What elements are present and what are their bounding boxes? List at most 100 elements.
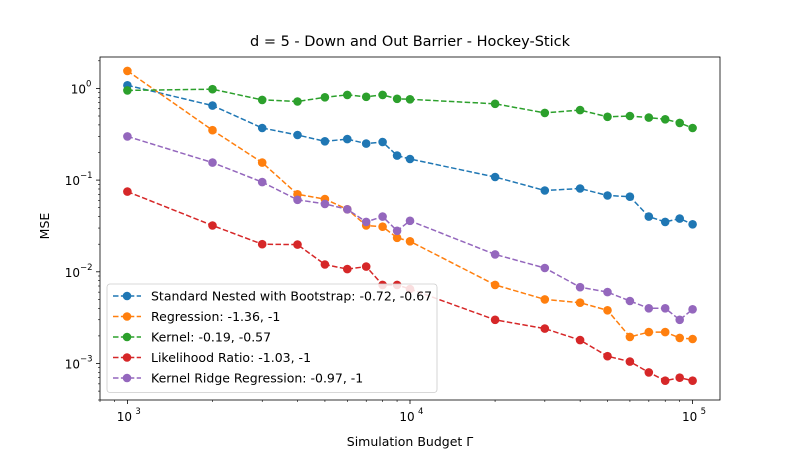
x-tick-exponent: 4 bbox=[418, 407, 423, 417]
data-point bbox=[660, 304, 670, 313]
y-tick-label: 10 bbox=[65, 266, 80, 280]
data-point bbox=[208, 125, 217, 135]
series-2 bbox=[123, 66, 697, 344]
data-point bbox=[378, 137, 387, 147]
series-3 bbox=[123, 84, 697, 133]
data-point bbox=[208, 158, 217, 167]
y-axis-label: MSE bbox=[37, 213, 52, 240]
data-point bbox=[361, 217, 371, 227]
data-point bbox=[625, 192, 635, 201]
legend-marker bbox=[122, 291, 132, 301]
data-point bbox=[675, 333, 684, 343]
data-point bbox=[540, 324, 550, 333]
data-point bbox=[575, 335, 585, 345]
y-tick-label: 10 bbox=[71, 82, 86, 96]
data-point bbox=[257, 123, 267, 133]
data-point bbox=[405, 95, 415, 104]
data-point bbox=[293, 195, 302, 205]
data-point bbox=[540, 108, 550, 118]
data-point bbox=[688, 123, 697, 133]
data-point bbox=[378, 90, 387, 100]
data-point bbox=[625, 296, 635, 306]
data-point bbox=[378, 212, 387, 221]
data-point bbox=[644, 113, 654, 122]
data-point bbox=[293, 97, 302, 106]
data-point bbox=[540, 295, 550, 304]
data-point bbox=[688, 376, 697, 386]
data-point bbox=[257, 95, 267, 105]
data-point bbox=[603, 191, 612, 200]
y-tick-label: 10 bbox=[65, 358, 80, 372]
x-tick-exponent: 3 bbox=[135, 407, 140, 417]
y-tick-exponent: −1 bbox=[80, 171, 93, 181]
x-tick-exponent: 5 bbox=[701, 407, 706, 417]
data-point bbox=[688, 305, 697, 314]
data-point bbox=[644, 212, 654, 221]
data-point bbox=[575, 282, 585, 292]
legend-marker bbox=[122, 312, 132, 321]
x-tick-label: 10 bbox=[117, 410, 132, 424]
data-point bbox=[490, 250, 500, 259]
data-point bbox=[644, 304, 654, 313]
data-point bbox=[644, 368, 654, 377]
data-point bbox=[625, 111, 635, 121]
data-point bbox=[490, 172, 500, 182]
data-point bbox=[343, 90, 352, 100]
data-point bbox=[575, 105, 585, 115]
data-point bbox=[293, 130, 302, 140]
legend: Standard Nested with Bootstrap: -0.72, -… bbox=[106, 283, 438, 393]
data-point bbox=[688, 334, 697, 344]
y-tick-exponent: −3 bbox=[80, 355, 93, 365]
data-point bbox=[257, 158, 267, 167]
data-point bbox=[320, 137, 330, 146]
x-axis-label: Simulation Budget Γ bbox=[347, 434, 473, 449]
data-point bbox=[392, 94, 402, 104]
legend-box bbox=[106, 283, 438, 393]
plot-area: 10 3 10 4 10 510 −310 −210 −110 0 bbox=[65, 56, 721, 424]
legend-label: Standard Nested with Bootstrap: -0.72, -… bbox=[151, 289, 432, 304]
data-point bbox=[257, 239, 267, 249]
legend-label: Kernel: -0.19, -0.57 bbox=[151, 330, 271, 345]
data-point bbox=[490, 280, 500, 290]
data-point bbox=[123, 66, 132, 76]
x-tick-label: 10 bbox=[399, 410, 414, 424]
data-point bbox=[208, 84, 217, 94]
legend-label: Kernel Ridge Regression: -0.97, -1 bbox=[151, 371, 363, 386]
axes-frame bbox=[99, 56, 721, 401]
data-point bbox=[392, 151, 402, 160]
data-point bbox=[123, 86, 132, 95]
data-point bbox=[675, 214, 684, 223]
series-5 bbox=[123, 132, 697, 325]
data-point bbox=[208, 101, 217, 110]
data-point bbox=[675, 373, 684, 383]
data-point bbox=[123, 132, 132, 141]
legend-label: Regression: -1.36, -1 bbox=[151, 309, 280, 324]
data-point bbox=[392, 226, 402, 236]
data-point bbox=[675, 315, 684, 325]
data-point bbox=[660, 217, 670, 227]
legend-marker bbox=[122, 332, 132, 342]
data-point bbox=[405, 237, 415, 246]
data-point bbox=[490, 99, 500, 109]
data-point bbox=[575, 298, 585, 308]
data-point bbox=[660, 115, 670, 124]
data-point bbox=[660, 327, 670, 337]
data-point bbox=[688, 220, 697, 229]
y-tick-exponent: 0 bbox=[86, 79, 91, 89]
data-point bbox=[603, 306, 612, 315]
data-point bbox=[343, 205, 352, 214]
data-point bbox=[675, 118, 684, 128]
data-point bbox=[625, 332, 635, 342]
data-point bbox=[603, 287, 612, 297]
y-tick-exponent: −2 bbox=[80, 263, 93, 273]
data-point bbox=[208, 221, 217, 230]
data-point bbox=[123, 187, 132, 196]
data-point bbox=[392, 233, 402, 243]
data-point bbox=[405, 154, 415, 164]
data-point bbox=[361, 139, 371, 148]
data-point bbox=[603, 351, 612, 361]
data-point bbox=[361, 92, 371, 102]
data-point bbox=[320, 199, 330, 209]
data-point bbox=[343, 264, 352, 274]
